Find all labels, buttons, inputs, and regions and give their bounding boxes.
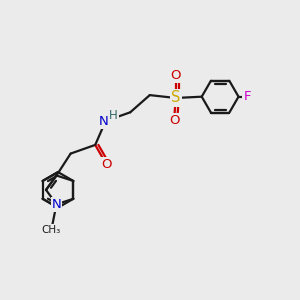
Text: N: N bbox=[52, 198, 61, 211]
Text: S: S bbox=[171, 91, 180, 106]
Text: N: N bbox=[98, 115, 108, 128]
Text: H: H bbox=[109, 109, 118, 122]
Text: O: O bbox=[101, 158, 112, 171]
Text: CH₃: CH₃ bbox=[42, 225, 61, 235]
Text: O: O bbox=[170, 69, 181, 82]
Text: O: O bbox=[169, 114, 179, 127]
Text: F: F bbox=[243, 90, 251, 103]
